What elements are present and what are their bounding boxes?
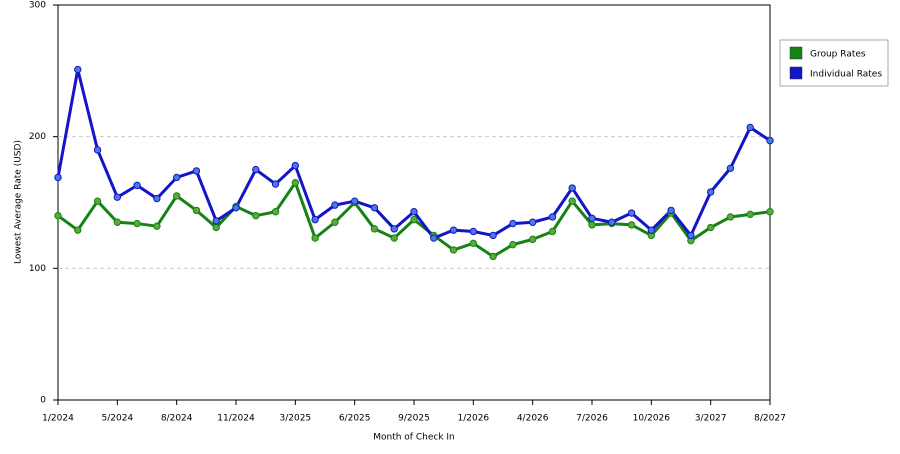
point [430,234,438,242]
point [331,201,339,209]
point [311,234,319,242]
x-axis-label: Month of Check In [373,433,455,443]
point [509,219,517,228]
point [192,206,201,215]
point [489,231,497,240]
y-tick-label: 0 [40,396,46,406]
x-tick-label: 1/2026 [457,414,489,424]
x-tick-label: 8/2027 [754,414,786,424]
legend-label: Group Rates [810,50,866,60]
point [271,180,280,188]
point [133,219,141,228]
x-tick-label: 7/2026 [576,414,608,424]
point [390,234,398,242]
point [291,161,300,170]
y-tick-label: 300 [29,1,46,11]
point [647,226,656,234]
point [252,211,260,220]
point [93,197,102,205]
point [390,225,398,233]
point [93,146,102,154]
point [133,181,141,190]
legend-label: Individual Rates [810,70,882,80]
point [766,208,774,216]
point [192,167,201,175]
point [449,246,458,254]
point [410,215,418,224]
x-tick-label: 10/2026 [633,414,671,424]
point [509,240,517,249]
x-tick-label: 8/2024 [161,414,193,424]
x-tick-label: 9/2025 [398,414,430,424]
legend-swatch [789,46,803,60]
point [54,173,62,182]
point [113,218,122,226]
point [627,221,636,229]
point [746,210,754,219]
x-tick-label: 6/2025 [339,414,371,424]
point [212,223,220,232]
point [370,204,379,212]
y-tick-label: 200 [29,132,46,142]
point [588,214,596,223]
point [331,218,339,226]
point [568,184,576,192]
legend-swatch [789,66,803,80]
point [212,217,220,225]
point [271,208,280,216]
point [528,235,537,244]
point [726,164,735,172]
point [153,194,161,203]
point [706,188,715,196]
point [766,136,774,145]
x-tick-label: 1/2024 [42,414,74,424]
point [469,239,478,248]
point [726,213,735,221]
x-tick-label: 5/2024 [101,414,133,424]
point [291,179,300,187]
point [74,226,82,234]
point [548,227,557,236]
point [627,209,636,217]
point [172,173,181,182]
x-tick-label: 4/2026 [517,414,549,424]
point [667,206,675,215]
point [350,197,359,205]
y-axis-label: Lowest Average Rate (USD) [14,140,24,264]
point [706,223,715,232]
point [252,165,260,174]
point [172,192,181,200]
x-tick-label: 11/2024 [217,414,255,424]
point [410,208,418,216]
point [568,197,576,205]
x-tick-label: 3/2027 [695,414,727,424]
point [528,218,537,226]
point [548,213,557,221]
point [153,222,161,230]
point [74,65,82,74]
point [608,218,616,226]
point [370,225,379,233]
x-tick-label: 3/2025 [279,414,311,424]
plot-area [57,4,771,401]
point [588,221,596,229]
point [232,204,240,212]
point [113,193,122,201]
point [687,231,695,240]
point [746,123,754,132]
point [54,211,62,220]
point [469,227,478,236]
point [311,215,319,224]
point [449,226,458,234]
y-tick-label: 100 [29,264,46,274]
point [489,252,497,261]
